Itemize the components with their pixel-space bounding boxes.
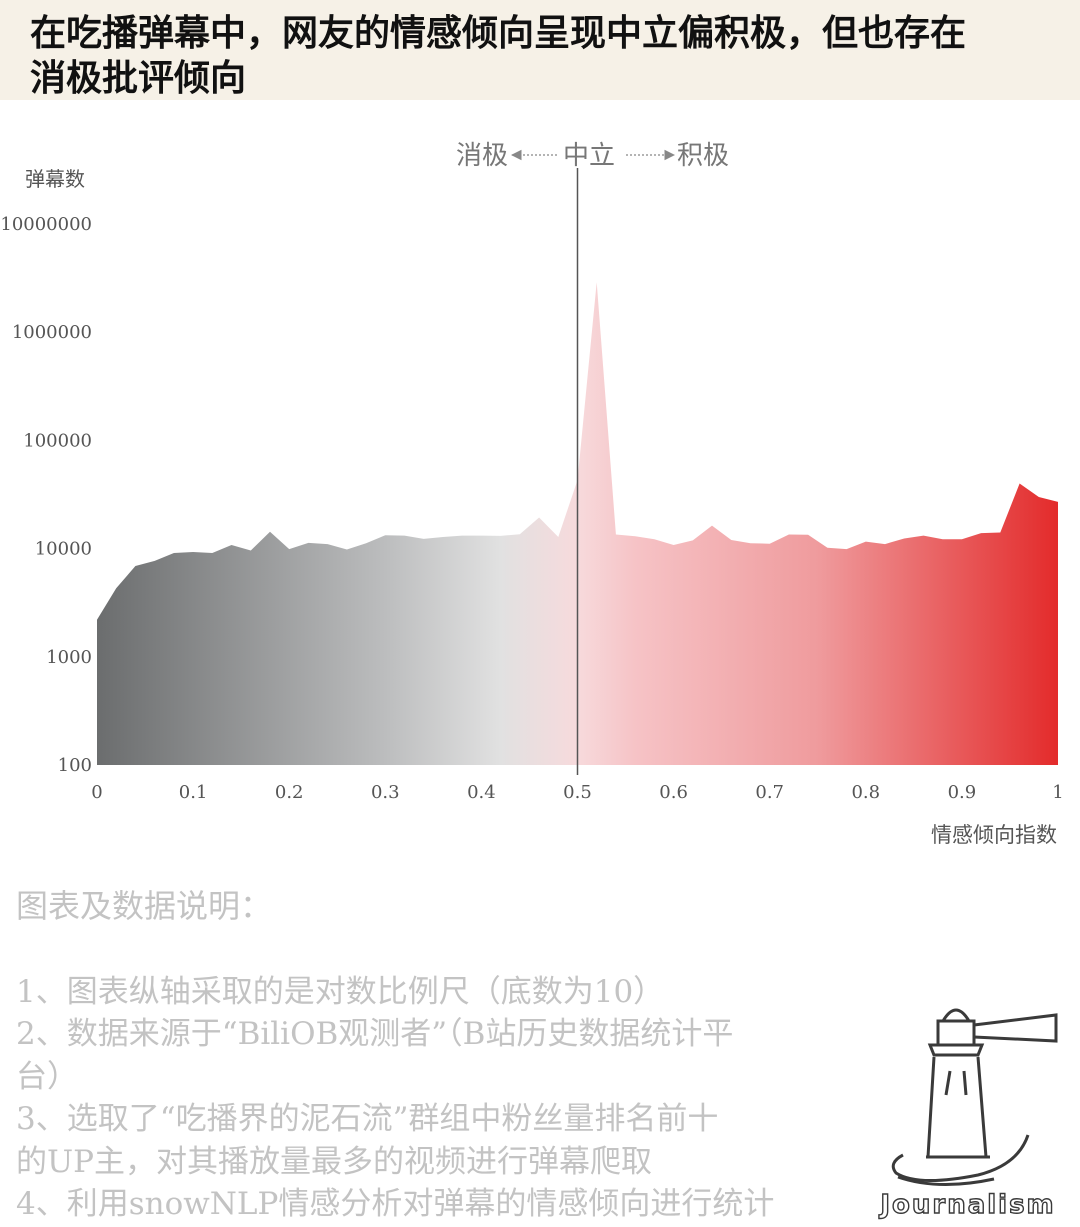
- lighthouse-icon: [891, 1008, 1058, 1186]
- y-tick-label: 1000: [46, 647, 92, 668]
- annotation-negative-label: 消极: [456, 141, 508, 171]
- x-tick-label: 0.5: [563, 782, 592, 803]
- y-tick-label: 100: [58, 755, 92, 776]
- y-tick-label: 100000: [23, 430, 92, 451]
- x-tick-label: 0: [91, 782, 102, 803]
- x-tick-label: 0.9: [948, 782, 977, 803]
- y-tick-label: 10000000: [0, 214, 92, 235]
- x-axis-label: 情感倾向指数: [931, 823, 1057, 847]
- page-title-line-2: 消极批评倾向: [30, 58, 247, 99]
- x-tick-label: 0.2: [275, 782, 304, 803]
- annotation-positive-label: 积极: [677, 141, 729, 171]
- note-line: 1、图表纵轴采取的是对数比例尺（底数为10）: [16, 973, 665, 1010]
- y-tick-label: 10000: [35, 539, 92, 560]
- x-tick-label: 0.6: [659, 782, 688, 803]
- x-tick-label: 0.1: [179, 782, 208, 803]
- sentiment-direction-annotation: 消极 中立 积极: [456, 141, 729, 171]
- y-tick-label: 1000000: [12, 322, 92, 343]
- notes-heading: 图表及数据说明：: [16, 887, 273, 925]
- note-line: 4、利用snowNLP情感分析对弹幕的情感倾向进行统计: [16, 1186, 775, 1222]
- x-tick-label: 0.7: [755, 782, 784, 803]
- chart-notes: 图表及数据说明： 1、图表纵轴采取的是对数比例尺（底数为10） 2、数据来源于“…: [16, 885, 774, 1226]
- note-line: 3、选取了“吃播界的泥石流”群组中粉丝量排名前十: [16, 1101, 719, 1137]
- x-tick-label: 0.4: [467, 782, 496, 803]
- logo-wordmark: Journalism: [878, 1190, 1055, 1220]
- journalism-lighthouse-logo: Journalism: [878, 1008, 1058, 1220]
- note-line: 的UP主，对其播放量最多的视频进行弹幕爬取: [16, 1143, 652, 1180]
- x-tick-label: 0.3: [371, 782, 400, 803]
- x-tick-label: 0.8: [851, 782, 880, 803]
- note-line: 台）: [16, 1058, 78, 1095]
- y-axis-ticks: 10000000 1000000 100000 10000 1000 100: [0, 214, 92, 776]
- y-axis-label: 弹幕数: [25, 167, 85, 191]
- note-line: 2、数据来源于“BiliOB观测者”（B站历史数据统计平: [16, 1016, 734, 1052]
- x-axis-ticks: 0 0.1 0.2 0.3 0.4 0.5 0.6 0.7 0.8 0.9 1: [91, 782, 1063, 803]
- x-tick-label: 1: [1052, 782, 1063, 803]
- page-title-line-1: 在吃播弹幕中，网友的情感倾向呈现中立偏积极，但也存在: [30, 13, 967, 54]
- annotation-neutral-label: 中立: [563, 141, 615, 171]
- title-bar: 在吃播弹幕中，网友的情感倾向呈现中立偏积极，但也存在 消极批评倾向: [0, 0, 1080, 100]
